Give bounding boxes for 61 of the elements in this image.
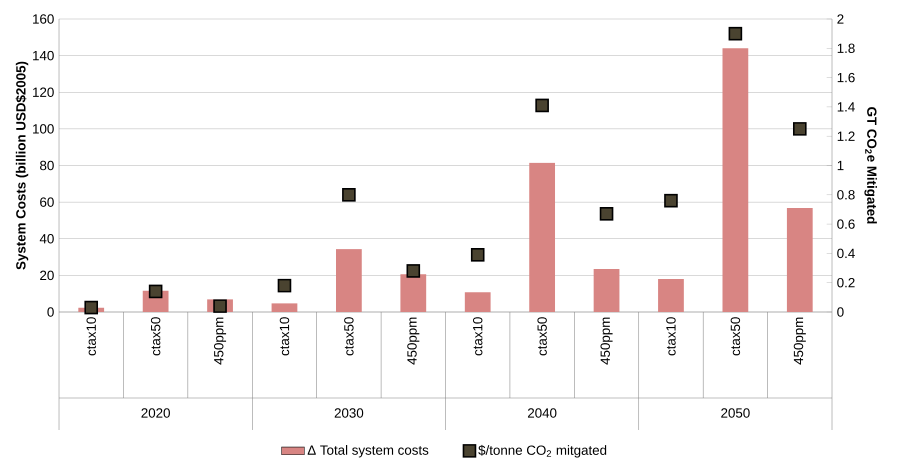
x-tick-label: 450ppm (794, 318, 806, 365)
x-tick-label: ctax10 (280, 317, 290, 356)
y2-axis-title: GT CO$_{2}$e Mitigated (864, 107, 877, 224)
legend-label: $/tonne CO$_{2}$ mitgated (478, 444, 606, 458)
point (278, 278, 292, 292)
y-tick-label: 160 (33, 14, 54, 24)
y2-tick-label: 0 (837, 307, 844, 317)
y2-tick-label: 1 (838, 160, 844, 170)
point (664, 194, 678, 208)
x-tick-label: ctax10 (666, 317, 676, 356)
x-tick-label: 450ppm (600, 318, 613, 365)
legend-label: Δ Total system costs (308, 445, 428, 458)
x-tick-label: ctax50 (150, 317, 160, 356)
bar (594, 268, 620, 312)
y-tick-label: 140 (33, 50, 54, 60)
bar (464, 292, 491, 312)
y2-tick-label: 0.4 (837, 248, 855, 258)
point (84, 300, 98, 314)
point (342, 188, 356, 202)
point (213, 299, 227, 313)
bar (272, 303, 298, 312)
x-tick-label: 450ppm (214, 318, 226, 365)
x-tick-label: ctax50 (730, 317, 740, 356)
text: 2050 (721, 408, 750, 418)
point (535, 98, 549, 112)
y-tick-label: 0 (47, 307, 54, 317)
y-tick-label: 100 (33, 124, 54, 134)
y2-tick-label: 0.8 (837, 190, 855, 200)
x-tick-label: ctax10 (473, 317, 482, 356)
text: 2030 (334, 408, 364, 418)
point (470, 248, 485, 262)
point (600, 207, 614, 221)
y-tick-label: 80 (40, 160, 54, 170)
point (728, 26, 742, 40)
bar (529, 162, 556, 312)
y-tick-label: 120 (33, 88, 54, 97)
bar (786, 208, 813, 312)
y-tick-label: 60 (40, 197, 54, 207)
y-tick-label: 40 (40, 234, 54, 244)
y2-tick-label: 1.4 (838, 102, 855, 112)
bar (658, 279, 684, 312)
x-tick-label: ctax50 (344, 317, 354, 356)
bar (400, 274, 426, 312)
bar (336, 249, 362, 312)
point (792, 122, 807, 136)
y2-tick-label: 1.8 (838, 44, 855, 54)
y-axis-title: System Costs (billion USD$2005) (16, 62, 28, 270)
y2-tick-label: 1.6 (838, 72, 855, 82)
x-tick-label: ctax10 (86, 317, 96, 356)
y2-tick-label: 2 (837, 14, 844, 24)
text: 2020 (141, 408, 170, 418)
y2-tick-label: 1.2 (838, 132, 855, 141)
y2-tick-label: 0.6 (837, 219, 855, 229)
point (406, 264, 420, 278)
text: 2040 (528, 408, 556, 418)
bar (722, 48, 748, 312)
x-tick-label: 450ppm (407, 318, 420, 365)
point (148, 284, 162, 298)
y2-tick-label: 0.2 (837, 278, 855, 288)
x-tick-label: ctax50 (537, 317, 547, 356)
y-tick-label: 20 (40, 270, 54, 280)
